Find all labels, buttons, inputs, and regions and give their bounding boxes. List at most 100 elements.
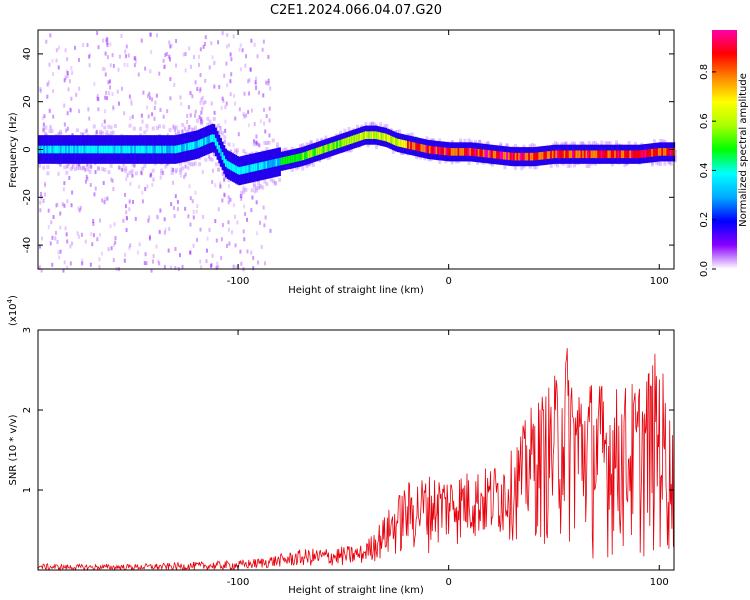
spectrogram-halo-cell	[63, 165, 67, 170]
spectrogram-noise-cell	[51, 235, 54, 240]
spectrogram-core-cell	[90, 145, 93, 154]
spectrogram-halo-cell	[252, 184, 256, 189]
spectrogram-halo-cell	[160, 168, 164, 173]
spectrogram-noise-cell	[156, 215, 159, 220]
spectrogram-core-cell	[59, 145, 62, 154]
spectrogram-core-cell	[342, 138, 345, 147]
spectrogram-noise-cell	[47, 224, 50, 229]
spectrogram-noise-cell	[269, 228, 272, 233]
spectrogram-halo-cell	[549, 164, 553, 169]
spectrogram-core-cell	[73, 145, 76, 154]
spectrogram-halo-cell	[221, 131, 225, 136]
spectrogram-core-cell	[496, 151, 499, 159]
spectrogram-noise-cell	[202, 101, 205, 106]
spectrogram-halo-cell	[80, 166, 84, 171]
spectrogram-core-cell	[629, 150, 632, 159]
spectrogram-core-cell	[400, 139, 403, 148]
svg-text:(x104): (x104)	[6, 295, 19, 326]
colorbar-tick-label: 0.2	[699, 212, 710, 228]
spectrogram-core-cell	[492, 150, 495, 159]
spectrogram-noise-cell	[210, 262, 213, 267]
spectrogram-noise-cell	[124, 49, 127, 54]
spectrogram-halo-cell	[513, 143, 517, 148]
spectrogram-noise-cell	[255, 231, 258, 236]
spectrogram-core-cell	[558, 150, 561, 159]
spectrogram-halo-cell	[210, 157, 214, 162]
spectrogram-noise-cell	[189, 113, 192, 118]
spectrogram-noise-cell	[226, 33, 229, 38]
spectrogram-core-cell	[464, 148, 467, 156]
spectrogram-halo-cell	[80, 131, 84, 136]
spectrogram-noise-cell	[169, 96, 172, 101]
spectrogram-noise-cell	[197, 62, 200, 67]
spectrogram-core-cell	[388, 135, 391, 143]
spectrogram-noise-cell	[40, 191, 43, 196]
spectrogram-core-cell	[122, 145, 125, 154]
spectrogram-core-cell	[322, 145, 325, 154]
spectrogram-noise-cell	[49, 241, 52, 246]
spectrogram-halo-cell	[189, 162, 193, 167]
spectrogram-halo-cell	[151, 168, 155, 173]
spectrogram-noise-cell	[66, 57, 69, 62]
spectrogram-core-cell	[401, 139, 404, 148]
spectrogram-core-cell	[585, 150, 588, 159]
spectrogram-core-cell	[634, 150, 637, 159]
spectrogram-halo-cell	[227, 178, 231, 183]
spectrogram-noise-cell	[263, 121, 266, 126]
spectrogram-halo-cell	[84, 129, 88, 134]
spectrogram-halo-cell	[242, 189, 246, 194]
spectrogram-core-cell	[300, 152, 303, 161]
spectrogram-core-cell	[102, 145, 105, 154]
spectrogram-halo-cell	[522, 144, 526, 149]
spectrogram-core-cell	[609, 150, 612, 159]
spectrogram-noise-cell	[235, 265, 238, 270]
spectrogram-core-cell	[319, 146, 322, 155]
spectrogram-noise-cell	[245, 113, 248, 118]
spectrogram-noise-cell	[264, 261, 267, 266]
spectrogram-noise-cell	[240, 194, 243, 199]
spectrogram-noise-cell	[199, 87, 202, 92]
spectrogram-halo-cell	[223, 174, 227, 179]
spectrogram-core-cell	[199, 139, 202, 147]
spectrogram-noise-cell	[59, 163, 62, 168]
spectrogram-noise-cell	[116, 89, 119, 94]
spectrogram-core-cell	[159, 145, 162, 154]
spectrogram-noise-cell	[173, 82, 176, 87]
spectrogram-noise-cell	[255, 76, 258, 81]
spectrogram-noise-cell	[211, 168, 214, 173]
spectrogram-core-cell	[467, 148, 470, 156]
snr-x-tick-label: 0	[445, 577, 451, 588]
spectrogram-noise-cell	[147, 114, 150, 119]
spectrogram-noise-cell	[235, 150, 238, 155]
spectrogram-noise-cell	[124, 54, 127, 59]
spectrogram-halo-cell	[191, 162, 195, 167]
spectrogram-noise-cell	[191, 199, 194, 204]
spectrogram-noise-cell	[89, 183, 92, 188]
spectrogram-noise-cell	[244, 63, 247, 68]
spectrogram-core-cell	[610, 150, 613, 159]
spectrogram-core-cell	[113, 145, 116, 154]
spectrogram-noise-cell	[223, 139, 226, 144]
spectrogram-noise-cell	[220, 237, 223, 242]
spectrogram-core-cell	[100, 145, 103, 154]
spectrogram-noise-cell	[146, 94, 149, 99]
spectrogram-core-cell	[580, 150, 583, 159]
spectrogram-core-cell	[216, 141, 219, 150]
spectrogram-core-cell	[516, 152, 519, 161]
spectrogram-noise-cell	[136, 250, 139, 255]
spectrogram-noise-cell	[258, 185, 261, 190]
spectrogram-core-cell	[46, 145, 49, 154]
spectrogram-noise-cell	[254, 82, 257, 87]
spectrogram-noise-cell	[112, 105, 115, 110]
spectrogram-core-cell	[454, 148, 457, 156]
spectrogram-halo-cell	[130, 169, 134, 174]
spectrogram-core-cell	[167, 145, 170, 154]
spectrogram-noise-cell	[246, 217, 249, 222]
spectrogram-noise-cell	[126, 173, 129, 178]
spectrogram-halo-cell	[278, 177, 282, 182]
spectrogram-core-cell	[477, 148, 480, 157]
spectrogram-core-cell	[533, 152, 536, 161]
spectrogram-noise-cell	[258, 90, 261, 95]
spectrogram-noise-cell	[186, 113, 189, 118]
spectrogram-core-cell	[373, 131, 376, 139]
